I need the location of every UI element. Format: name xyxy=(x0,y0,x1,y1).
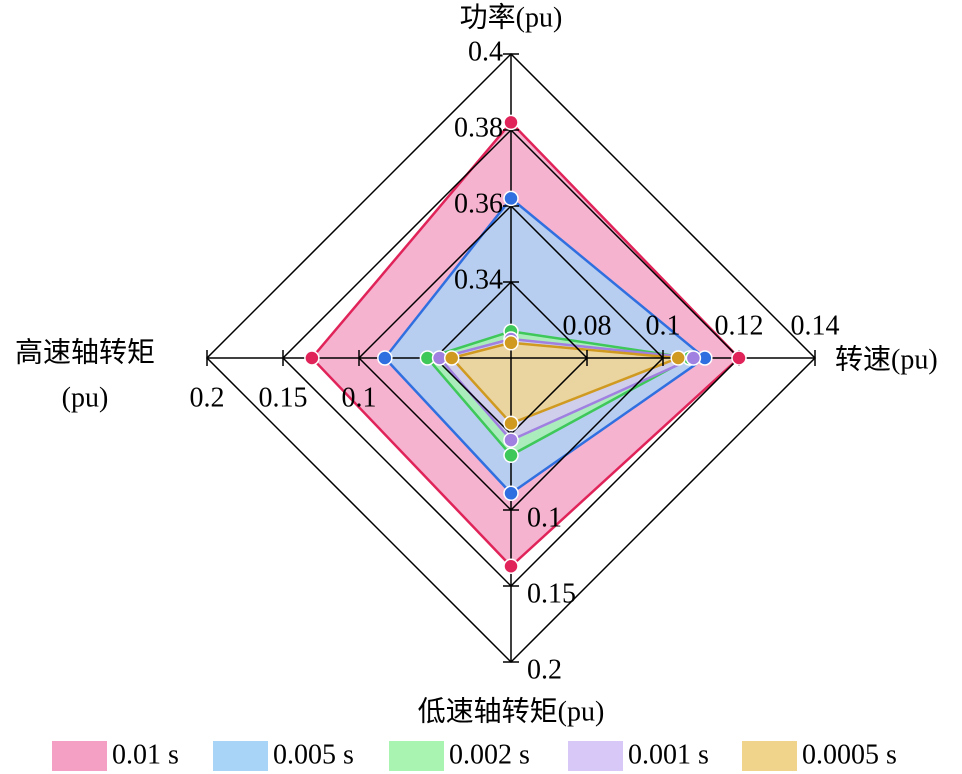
point xyxy=(503,485,519,502)
point xyxy=(503,447,519,464)
tick-label: 0.14 xyxy=(791,310,840,341)
point xyxy=(503,335,519,351)
legend-swatch xyxy=(213,741,268,771)
tick-label: 0.2 xyxy=(527,654,562,685)
axis-label: 功率(pu) xyxy=(460,1,563,33)
tick-label: 0.08 xyxy=(563,310,612,341)
legend-swatch xyxy=(568,741,623,771)
legend-swatch xyxy=(389,741,444,771)
point xyxy=(377,350,393,366)
point xyxy=(503,558,519,574)
point xyxy=(503,415,519,432)
legend-item: 0.001 s xyxy=(568,739,709,771)
legend-swatch xyxy=(52,741,107,771)
legend-item: 0.005 s xyxy=(213,739,354,771)
tick-label: 0.2 xyxy=(190,382,225,413)
point xyxy=(503,432,519,448)
tick-label: 0.1 xyxy=(646,310,681,341)
legend-label: 0.001 s xyxy=(628,739,709,770)
legend-swatch xyxy=(742,741,797,771)
point xyxy=(731,350,747,366)
tick-label: 0.1 xyxy=(527,502,562,533)
tick-label: 0.34 xyxy=(454,264,503,295)
legend-label: 0.01 s xyxy=(112,739,179,770)
axis-label: 转速(pu) xyxy=(835,343,938,375)
axis-label: 高速轴转矩 xyxy=(15,336,155,368)
legend-label: 0.0005 s xyxy=(802,739,897,770)
axis-label: (pu) xyxy=(62,382,109,413)
point xyxy=(670,350,686,366)
legend-item: 0.01 s xyxy=(52,739,179,771)
tick-label: 0.15 xyxy=(259,382,308,413)
tick-label: 0.4 xyxy=(468,36,503,67)
point xyxy=(503,190,519,207)
tick-label: 0.38 xyxy=(454,112,503,143)
tick-label: 0.12 xyxy=(715,310,764,341)
point xyxy=(503,114,519,131)
tick-label: 0.1 xyxy=(342,382,377,413)
point xyxy=(304,350,320,366)
axis-label: 低速轴转矩(pu) xyxy=(418,695,605,727)
legend-item: 0.002 s xyxy=(389,739,530,771)
legend-label: 0.005 s xyxy=(273,739,354,770)
tick-label: 0.15 xyxy=(527,578,576,609)
legend-label: 0.002 s xyxy=(449,739,530,770)
legend-item: 0.0005 s xyxy=(742,739,897,771)
point xyxy=(443,350,460,366)
point xyxy=(685,350,702,366)
tick-label: 0.36 xyxy=(454,188,503,219)
